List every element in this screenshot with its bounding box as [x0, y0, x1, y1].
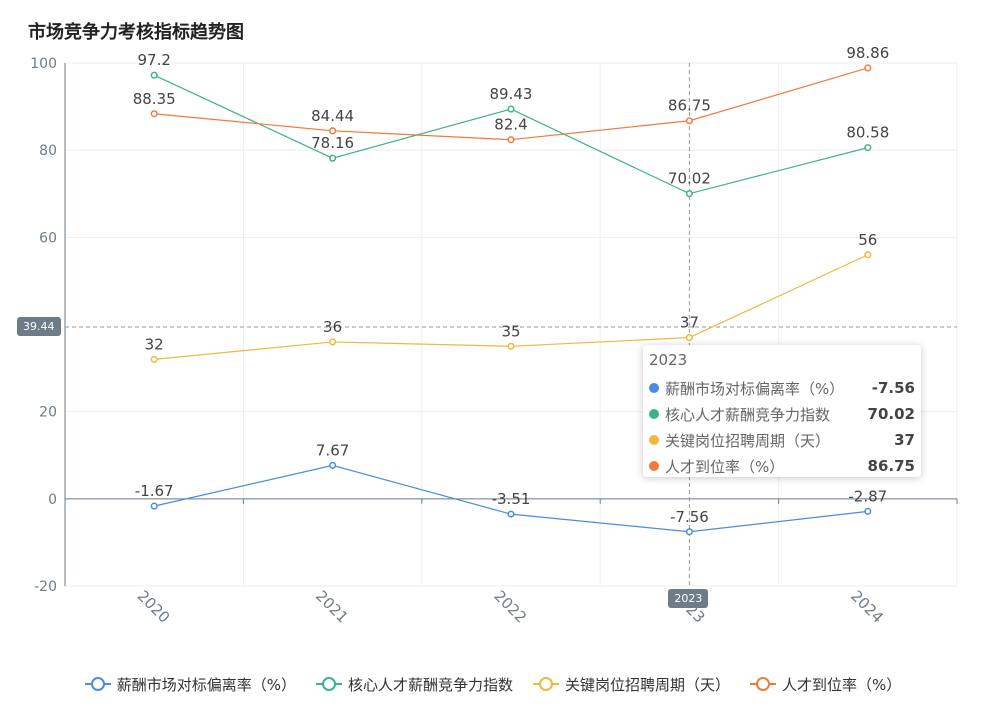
data-point-1-4[interactable] [864, 144, 872, 152]
series-dot-icon [649, 435, 659, 445]
x-tick-label-2020: 2020 [134, 587, 174, 627]
y-tick-label-100: 100 [30, 56, 57, 72]
legend-label: 核心人才薪酬竞争力指数 [347, 675, 513, 694]
data-label-0-3: -7.56 [670, 508, 709, 526]
data-point-2-1[interactable] [329, 338, 337, 346]
legend-line-circle-icon [84, 677, 111, 691]
data-label-3-0: 88.35 [133, 90, 176, 108]
data-label-1-4: 80.58 [846, 124, 889, 142]
x-tick-label-2022: 2022 [490, 587, 530, 627]
legend-label: 关键岗位招聘周期（天） [565, 675, 731, 694]
tooltip-row: 人才到位率（%） 86.75 [649, 453, 915, 479]
tooltip: 2023 薪酬市场对标偏离率（%） -7.56 核心人才薪酬竞争力指数 70.02 关键… [643, 345, 921, 477]
data-point-0-4[interactable] [864, 507, 872, 515]
data-label-3-1: 84.44 [311, 107, 354, 125]
tooltip-row: 关键岗位招聘周期（天） 37 [649, 427, 915, 453]
data-label-0-4: -2.87 [848, 487, 887, 505]
data-point-2-3[interactable] [685, 334, 693, 342]
legend-item-1[interactable]: 核心人才薪酬竞争力指数 [315, 674, 513, 695]
y-tick-label--20: -20 [34, 579, 57, 595]
legend-label: 薪酬市场对标偏离率（%） [116, 675, 296, 694]
series-dot-icon [649, 383, 659, 393]
tooltip-title: 2023 [649, 351, 688, 369]
data-label-3-4: 98.86 [846, 44, 889, 62]
data-point-1-2[interactable] [507, 105, 515, 113]
legend-line-circle-icon [750, 677, 777, 691]
data-point-3-1[interactable] [329, 127, 337, 135]
data-point-0-2[interactable] [507, 510, 515, 518]
data-label-2-1: 36 [323, 318, 342, 336]
data-point-0-0[interactable] [150, 502, 158, 510]
crosshair-y-value-badge: 39.44 [17, 316, 61, 336]
tooltip-row: 薪酬市场对标偏离率（%） -7.56 [649, 375, 915, 401]
data-label-3-2: 82.4 [494, 116, 527, 134]
tooltip-series-name: 核心人才薪酬竞争力指数 [665, 405, 831, 424]
tooltip-series-name: 薪酬市场对标偏离率（%） [665, 379, 845, 398]
data-label-3-3: 86.75 [668, 97, 711, 115]
y-tick-label-0: 0 [48, 492, 57, 508]
tooltip-series-value: 70.02 [867, 405, 915, 423]
legend-item-3[interactable]: 人才到位率（%） [750, 674, 901, 695]
tooltip-series-value: -7.56 [871, 379, 915, 397]
data-point-2-4[interactable] [864, 251, 872, 259]
data-point-3-2[interactable] [507, 136, 515, 144]
data-point-1-3[interactable] [685, 190, 693, 198]
data-label-2-0: 32 [145, 335, 164, 353]
x-tick-label-2021: 2021 [312, 587, 352, 627]
data-point-0-1[interactable] [329, 461, 337, 469]
data-label-2-3: 37 [680, 314, 699, 332]
data-point-3-4[interactable] [864, 64, 872, 72]
data-point-0-3[interactable] [685, 528, 693, 536]
data-label-1-3: 70.02 [668, 170, 711, 188]
data-point-2-2[interactable] [507, 342, 515, 350]
tooltip-series-name: 关键岗位招聘周期（天） [665, 431, 831, 450]
data-point-3-0[interactable] [150, 110, 158, 118]
data-label-1-2: 89.43 [490, 85, 533, 103]
data-label-0-0: -1.67 [135, 482, 174, 500]
data-label-1-0: 97.2 [137, 51, 170, 69]
data-label-1-1: 78.16 [311, 134, 354, 152]
data-point-1-0[interactable] [150, 71, 158, 79]
data-label-0-1: 7.67 [316, 441, 349, 459]
y-tick-label-80: 80 [39, 143, 57, 159]
data-label-0-2: -3.51 [492, 490, 531, 508]
y-tick-label-60: 60 [39, 230, 57, 246]
data-point-1-1[interactable] [329, 154, 337, 162]
legend-label: 人才到位率（%） [782, 675, 902, 694]
chart-legend: 薪酬市场对标偏离率（%） 核心人才薪酬竞争力指数 关键岗位招聘周期（天） 人才到位率（… [0, 670, 986, 698]
x-tick-label-2024: 2024 [847, 587, 887, 627]
legend-item-2[interactable]: 关键岗位招聘周期（天） [533, 674, 730, 695]
data-point-3-3[interactable] [685, 117, 693, 125]
series-dot-icon [649, 409, 659, 419]
legend-line-circle-icon [315, 677, 342, 691]
legend-item-0[interactable]: 薪酬市场对标偏离率（%） [84, 674, 296, 695]
tooltip-series-value: 86.75 [867, 457, 915, 475]
data-label-2-4: 56 [858, 231, 877, 249]
series-dot-icon [649, 461, 659, 471]
tooltip-series-name: 人才到位率（%） [665, 457, 785, 476]
data-point-2-0[interactable] [150, 355, 158, 363]
chart-title: 市场竞争力考核指标趋势图 [28, 22, 244, 43]
tooltip-row: 核心人才薪酬竞争力指数 70.02 [649, 401, 915, 427]
data-label-2-2: 35 [501, 322, 520, 340]
y-tick-label-20: 20 [39, 405, 57, 421]
legend-line-circle-icon [533, 677, 559, 691]
tooltip-series-value: 37 [894, 431, 915, 449]
crosshair-x-value-badge: 2023 [668, 589, 709, 608]
